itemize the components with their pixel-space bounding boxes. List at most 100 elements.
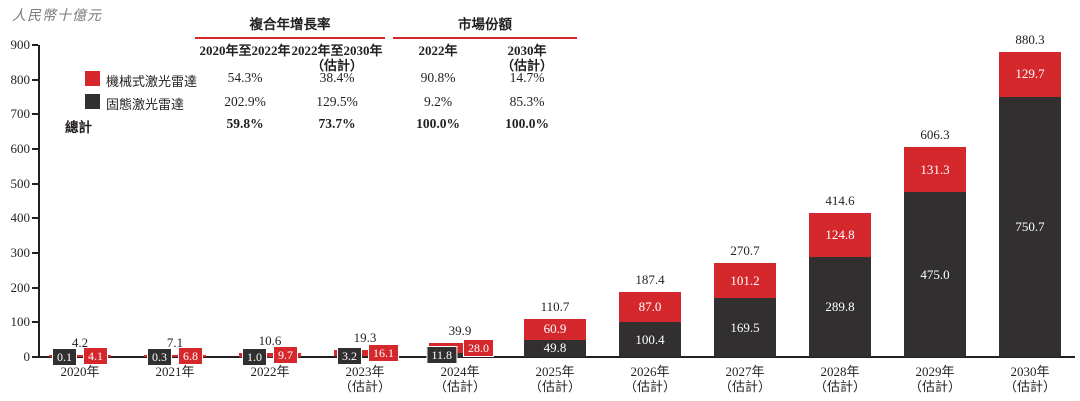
bar-value-solid-state: 3.2 [337,347,362,366]
bar-segment-solid-state [809,256,871,357]
table-cell: 59.8% [226,116,264,131]
bar-segment-solid-state [714,298,776,357]
bar-segment-mechanical [49,355,111,357]
bar-value-mechanical: 101.2 [730,272,760,288]
table-column-header-2020-2022: 2020年至2022年 [199,43,291,58]
bar-value-mechanical: 28.0 [463,339,494,358]
x-axis-label: 2026年 （估計） [623,364,676,394]
legend-label-mechanical: 機械式激光雷達 [106,74,198,89]
y-tick-mark [32,78,38,81]
bar-value-solid-state: 100.4 [635,331,665,347]
bar-segment-solid-state [904,192,966,357]
bar-value-solid-state: 0.1 [52,347,77,366]
bar-value-mechanical: 9.7 [273,345,298,364]
bar-value-solid-state: 1.0 [242,347,267,366]
x-axis-label: 2022年 [250,364,290,379]
y-tick-mark [32,286,38,289]
bar-total-label: 880.3 [1015,31,1045,47]
y-tick-mark [32,356,38,358]
table-column-header-2022: 2022年 [418,43,458,58]
bar-value-solid-state: 0.3 [147,347,172,366]
y-tick-mark [32,182,38,185]
table-column-header-2030: 2030年 （估計） [500,43,553,73]
bar-value-solid-state: 49.8 [543,340,567,356]
table-column-header-2022-2030: 2022年至2030年 （估計） [291,43,383,73]
table-cell: 100.0% [505,116,549,131]
x-axis-label: 2020年 [60,364,100,379]
bar-value-mechanical: 129.7 [1015,66,1045,82]
y-tick-label: 0 [23,349,31,364]
bar-total-label: 7.1 [166,334,184,350]
y-tick-mark [32,44,38,46]
x-axis-line [38,356,1075,358]
bar-segment-mechanical [904,146,966,193]
x-axis-label: 2030年 （估計） [1003,364,1056,394]
table-cell: 202.9% [224,94,266,109]
bar-segment-solid-state [334,355,396,357]
y-tick-label: 800 [10,71,31,87]
y-tick-mark [32,113,38,116]
bar-value-mechanical: 87.0 [638,299,662,315]
table-group-cagr-underline [195,37,385,39]
bar-value-solid-state: 169.5 [730,319,760,335]
table-cell: 85.3% [509,94,545,109]
x-axis-label: 2023年 （估計） [338,364,391,394]
bar-segment-mechanical [809,213,871,257]
x-axis-label: 2025年 （估計） [528,364,581,394]
y-tick-label: 400 [10,210,31,226]
bar-segment-mechanical [144,354,206,357]
y-tick-label: 200 [10,279,31,295]
bar-segment-mechanical [239,353,301,357]
bar-segment-solid-state [999,96,1061,357]
bar-total-label: 414.6 [825,193,855,209]
bar-segment-mechanical [334,350,396,356]
bar-total-label: 270.7 [730,243,760,259]
bar-segment-mechanical [619,292,681,323]
bar-value-mechanical: 60.9 [543,321,567,337]
bar-value-solid-state: 750.7 [1015,218,1045,234]
table-cell: 14.7% [509,70,545,85]
bar-value-mechanical: 16.1 [368,344,399,363]
bar-segment-mechanical [999,51,1061,97]
bar-total-label: 39.9 [448,323,472,339]
y-axis-line [38,45,40,357]
bar-segment-mechanical [714,263,776,299]
table-cell: 73.7% [318,116,356,131]
bar-segment-solid-state [619,322,681,357]
bar-segment-solid-state [524,339,586,357]
table-cell: 9.2% [423,94,453,109]
y-tick-mark [32,252,38,254]
y-tick-label: 900 [10,37,31,52]
y-tick-label: 500 [10,175,31,191]
bar-total-label: 606.3 [920,126,950,142]
table-group-share-underline [393,37,577,39]
y-tick-label: 300 [10,245,31,260]
bar-total-label: 19.3 [353,330,377,346]
x-axis-label: 2028年 （估計） [813,364,866,394]
table-cell: 100.0% [416,116,460,131]
bar-segment-mechanical [524,318,586,340]
bar-value-solid-state: 289.8 [825,298,855,314]
table-cell: 54.3% [227,70,263,85]
y-axis-unit-label: 人民幣十億元 [12,9,102,24]
bar-total-label: 187.4 [635,272,665,288]
table-group-cagr-title: 複合年增長率 [249,17,331,32]
table-cell: 129.5% [316,94,358,109]
table-row-total-label: 總計 [65,120,92,135]
legend-label-solid-state: 固態激光雷達 [106,97,185,112]
bar-value-solid-state: 11.8 [426,345,457,364]
legend-swatch-mechanical-icon [85,71,100,86]
x-axis-label: 2021年 [155,364,195,379]
bar-total-label: 10.6 [258,333,282,349]
x-axis-label: 2027年 （估計） [718,364,771,394]
bar-value-mechanical: 124.8 [825,226,855,242]
bar-value-solid-state: 475.0 [920,266,950,282]
y-tick-label: 700 [10,106,31,122]
bar-segment-solid-state [429,352,491,357]
bar-total-label: 4.2 [71,335,89,351]
bar-value-mechanical: 6.8 [178,346,203,365]
table-cell: 90.8% [420,70,456,85]
x-axis-label: 2029年 （估計） [908,364,961,394]
y-tick-mark [32,217,38,220]
